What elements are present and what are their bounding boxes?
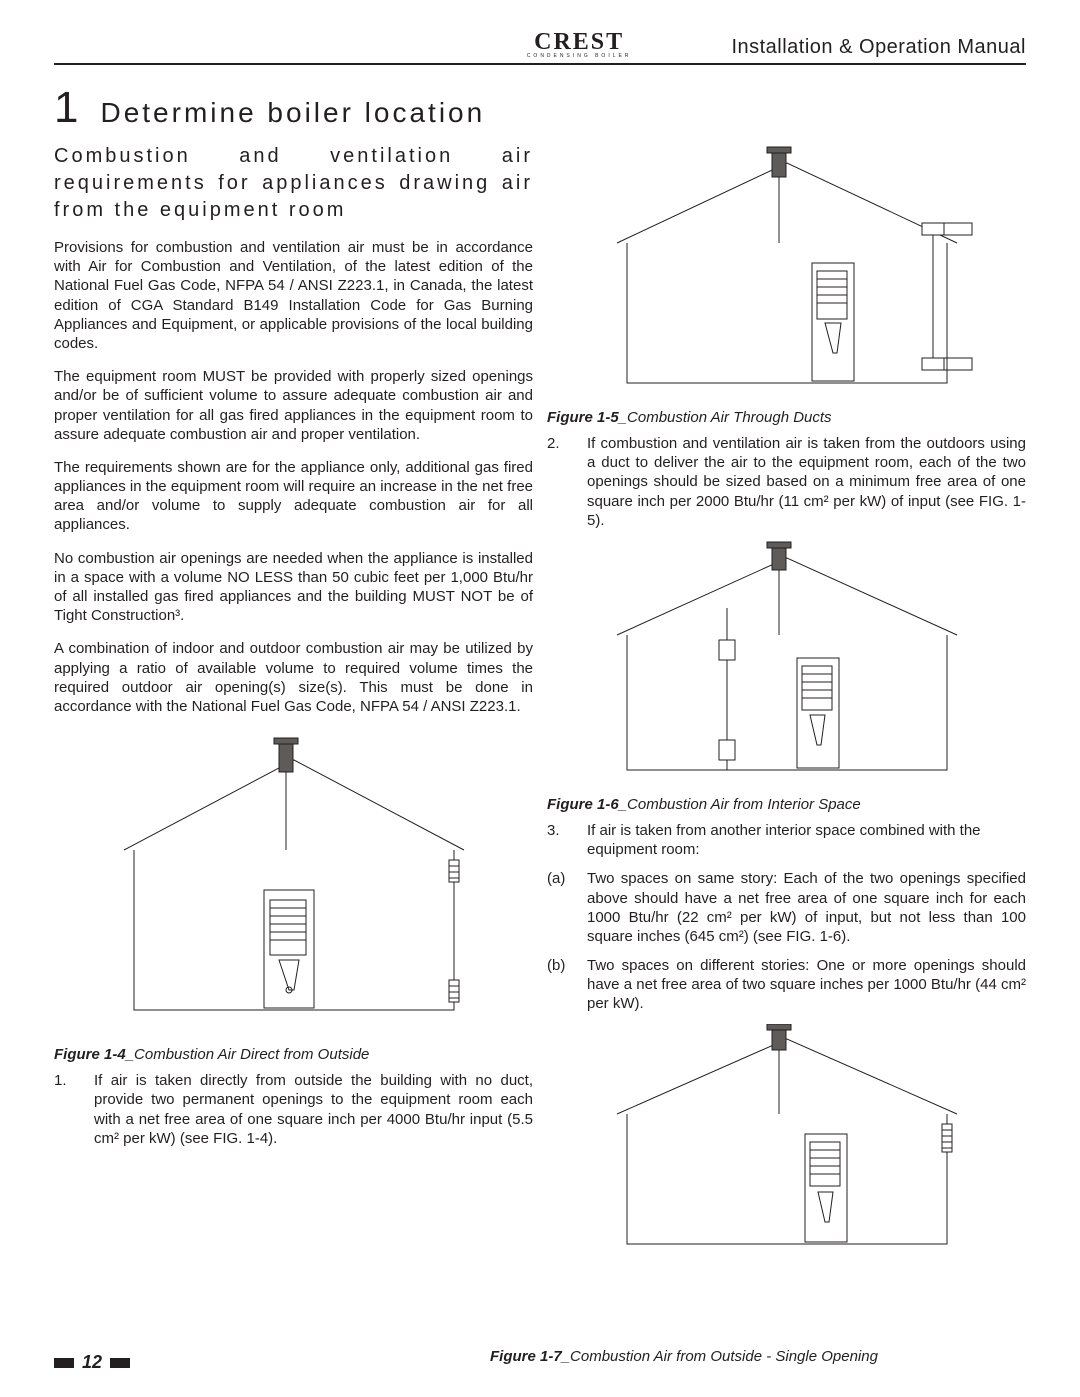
- fig-caption-text: _Combustion Air Direct from Outside: [126, 1046, 370, 1063]
- manual-title: Installation & Operation Manual: [731, 36, 1026, 59]
- list-number: (b): [547, 956, 569, 1014]
- fig-caption-text: _Combustion Air Through Ducts: [619, 409, 832, 426]
- page-footer: 12: [54, 1352, 130, 1373]
- figure-1-7-diagram: [547, 1024, 1026, 1264]
- list-item-3b: (b) Two spaces on different stories: One…: [547, 956, 1026, 1014]
- fig-caption-text: _Combustion Air from Outside - Single Op…: [562, 1348, 878, 1365]
- combustion-subheading: Combustion and ventilation air requireme…: [54, 143, 533, 224]
- list-number: (a): [547, 869, 569, 946]
- building-diagram-icon: [577, 540, 997, 790]
- brand-subtitle: CONDENSING BOILER: [527, 54, 632, 59]
- list-item-1: 1. If air is taken directly from outside…: [54, 1071, 533, 1148]
- list-text: If air is taken directly from outside th…: [94, 1071, 533, 1148]
- section-title: Determine boiler location: [100, 97, 485, 129]
- page-header: CREST CONDENSING BOILER Installation & O…: [54, 30, 1026, 65]
- paragraph-3: The requirements shown are for the appli…: [54, 458, 533, 535]
- list-number: 2.: [547, 434, 569, 530]
- section-heading: 1 Determine boiler location: [54, 83, 1026, 133]
- figure-1-4-caption: Figure 1-4_Combustion Air Direct from Ou…: [54, 1046, 533, 1063]
- fig-label: Figure 1-7: [490, 1348, 562, 1365]
- list-item-3: 3. If air is taken from another interior…: [547, 821, 1026, 859]
- fig-caption-text: _Combustion Air from Interior Space: [619, 796, 861, 813]
- building-diagram-icon: [84, 730, 504, 1040]
- figure-1-5-caption: Figure 1-5_Combustion Air Through Ducts: [547, 409, 1026, 426]
- page-number: 12: [82, 1352, 102, 1373]
- list-text: If combustion and ventilation air is tak…: [587, 434, 1026, 530]
- figure-1-5-diagram: [547, 143, 1026, 403]
- list-text: If air is taken from another interior sp…: [587, 821, 1026, 859]
- list-number: 1.: [54, 1071, 76, 1148]
- building-diagram-icon: [577, 1024, 997, 1264]
- list-item-2: 2. If combustion and ventilation air is …: [547, 434, 1026, 530]
- list-text: Two spaces on same story: Each of the tw…: [587, 869, 1026, 946]
- list-number: 3.: [547, 821, 569, 859]
- figure-1-6-caption: Figure 1-6_Combustion Air from Interior …: [547, 796, 1026, 813]
- brand-name: CREST: [534, 30, 624, 54]
- figure-1-7-caption: Figure 1-7_Combustion Air from Outside -…: [490, 1348, 878, 1365]
- paragraph-4: No combustion air openings are needed wh…: [54, 549, 533, 626]
- figure-1-6-diagram: [547, 540, 1026, 790]
- list-text: Two spaces on different stories: One or …: [587, 956, 1026, 1014]
- footer-block-icon: [54, 1358, 74, 1368]
- list-item-3a: (a) Two spaces on same story: Each of th…: [547, 869, 1026, 946]
- fig-label: Figure 1-5: [547, 409, 619, 426]
- paragraph-5: A combination of indoor and outdoor comb…: [54, 639, 533, 716]
- fig-label: Figure 1-6: [547, 796, 619, 813]
- paragraph-1: Provisions for combustion and ventilatio…: [54, 238, 533, 353]
- brand-logo: CREST CONDENSING BOILER: [527, 30, 632, 59]
- figure-1-4-diagram: [54, 730, 533, 1040]
- two-column-layout: Combustion and ventilation air requireme…: [54, 143, 1026, 1270]
- fig-label: Figure 1-4: [54, 1046, 126, 1063]
- left-column: Combustion and ventilation air requireme…: [54, 143, 533, 1270]
- building-diagram-icon: [577, 143, 997, 403]
- section-number: 1: [54, 83, 78, 133]
- right-column: Figure 1-5_Combustion Air Through Ducts …: [547, 143, 1026, 1270]
- footer-block-icon: [110, 1358, 130, 1368]
- paragraph-2: The equipment room MUST be provided with…: [54, 367, 533, 444]
